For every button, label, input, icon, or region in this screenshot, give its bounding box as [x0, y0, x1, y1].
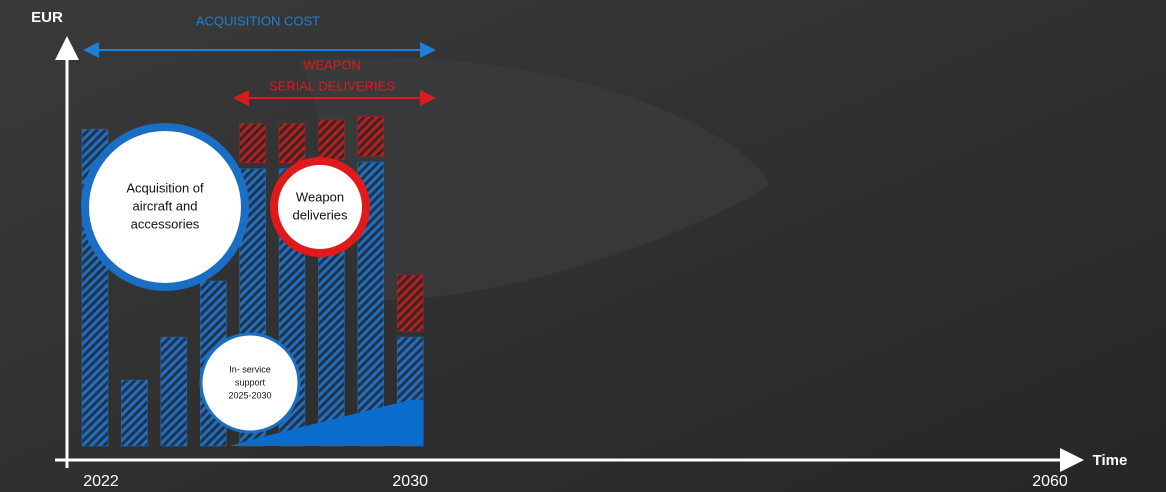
callout-circle	[270, 157, 370, 257]
x-axis-label: Time	[1093, 452, 1128, 469]
bar-segment	[318, 119, 345, 160]
callout-text: In- service	[229, 364, 271, 374]
bar-segment	[396, 274, 424, 332]
bar-segment	[278, 122, 306, 164]
y-axis-label: EUR	[31, 9, 63, 26]
bar-segment	[357, 116, 385, 157]
callout-circle	[199, 332, 301, 434]
callout-text: Acquisition of	[126, 180, 204, 195]
bar-segment	[160, 336, 188, 447]
callout-text: accessories	[131, 216, 200, 231]
x-tick-label: 2022	[83, 473, 119, 490]
annotation-text: WEAPON	[303, 57, 361, 72]
jet-silhouette	[300, 57, 770, 300]
callout-text: 2025-2030	[228, 390, 271, 400]
annotation-text: ACQUISITION COST	[196, 13, 320, 28]
bar-segment	[121, 379, 148, 447]
annotation-text: SERIAL DELIVERIES	[269, 78, 395, 93]
callout-text: aircraft and	[132, 198, 197, 213]
callout-circle	[81, 123, 249, 291]
bar-segment	[239, 122, 266, 164]
callout-text: Weapon	[296, 189, 344, 204]
callout-text: support	[235, 377, 266, 387]
support-area	[230, 399, 424, 446]
x-tick-label: 2060	[1032, 473, 1068, 490]
callout-text: deliveries	[293, 207, 348, 222]
x-tick-label: 2030	[392, 473, 428, 490]
